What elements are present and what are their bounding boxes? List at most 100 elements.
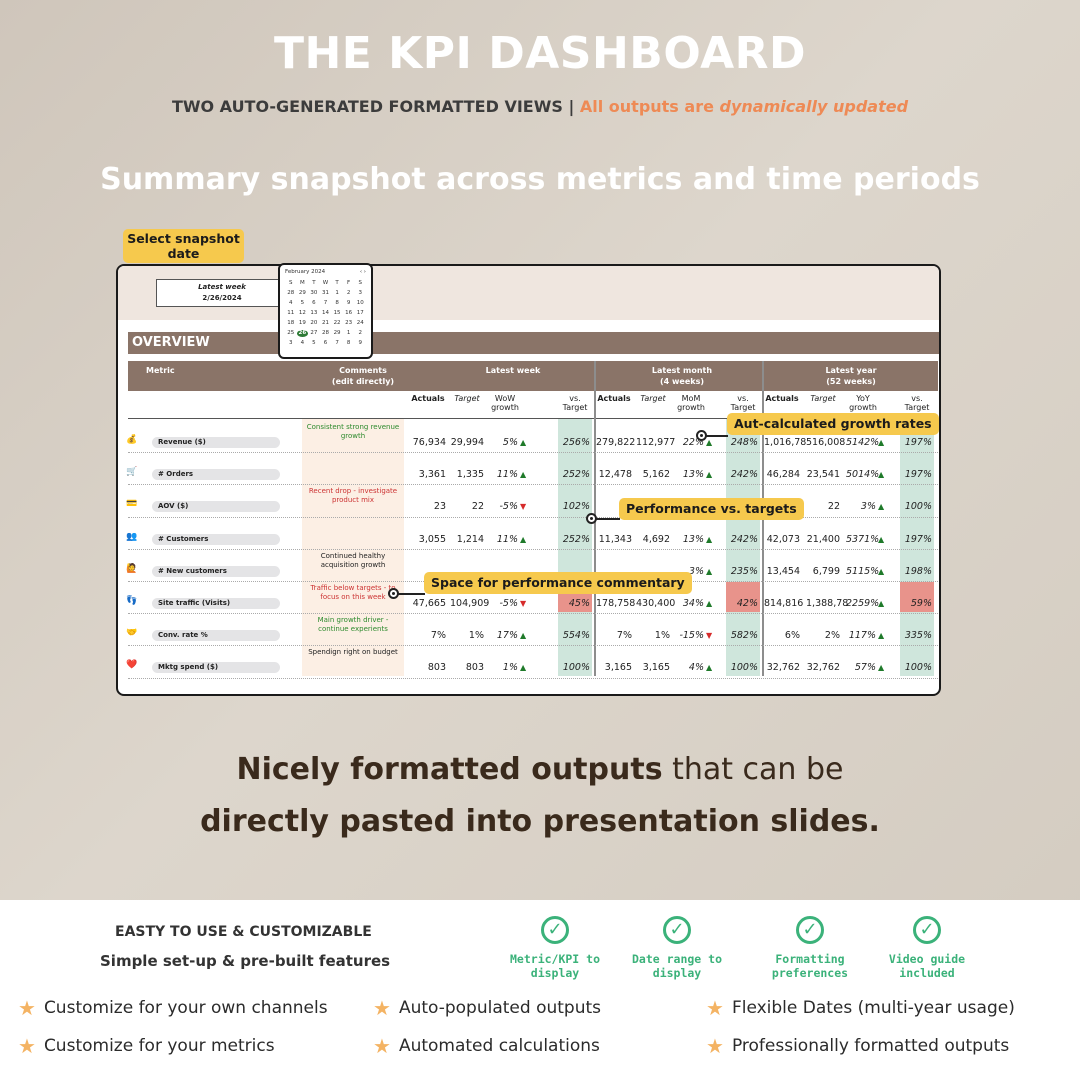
commentary-callout-dot xyxy=(388,588,399,599)
triangle-up-icon: ▲ xyxy=(706,663,713,673)
calendar-day[interactable]: 31 xyxy=(321,290,329,296)
calendar-weekday: S xyxy=(358,280,362,286)
actuals-cell: 47,665 xyxy=(412,598,446,609)
metric-icon: 👥 xyxy=(126,531,138,542)
row-divider xyxy=(128,516,938,518)
commentary-callout: Space for performance commentary xyxy=(424,572,692,594)
calendar-weekday: W xyxy=(322,280,329,286)
target-cell: 1,388,78 xyxy=(806,598,849,609)
bullet-text: Customize for your own channels xyxy=(43,998,328,1018)
actuals-cell: 6% xyxy=(784,630,800,642)
check-icon: ✓ xyxy=(663,916,691,944)
calendar-nav[interactable]: ‹ › xyxy=(359,269,366,275)
calendar-day[interactable]: 5 xyxy=(312,340,316,346)
metric-label: Site traffic (Visits) xyxy=(152,598,280,609)
date-picker-calendar[interactable]: February 2024 ‹ › S M T W T F S 28 29 30 31 1 2 3 4 5 6 7… xyxy=(278,263,373,359)
calendar-day[interactable]: 2 xyxy=(358,330,362,336)
date-selector[interactable]: Latest week 2/26/2024 xyxy=(156,279,288,307)
metric-label: Mktg spend ($) xyxy=(152,662,280,674)
calendar-day[interactable]: 25 xyxy=(287,330,295,336)
calendar-day[interactable]: 24 xyxy=(356,320,364,326)
star-icon: ★ xyxy=(373,996,391,1020)
calendar-day[interactable]: 27 xyxy=(310,330,318,336)
calendar-day[interactable]: 3 xyxy=(358,290,362,296)
growth-cell: 11% xyxy=(496,469,518,481)
check-icon: ✓ xyxy=(541,916,569,944)
metric-label: # Orders xyxy=(152,469,280,481)
date-selector-value[interactable]: 2/26/2024 xyxy=(202,294,242,302)
star-icon: ★ xyxy=(18,996,36,1020)
calendar-day[interactable]: 19 xyxy=(298,320,306,326)
calendar-day[interactable]: 20 xyxy=(310,320,318,326)
comment-cell[interactable]: Continued healthy acquisition growth xyxy=(320,551,386,569)
comment-cell[interactable]: Spendign right on budget xyxy=(308,648,398,657)
actuals-cell: 178,758 xyxy=(596,598,636,609)
vs-target-cell: 256% xyxy=(562,437,590,448)
actuals-cell: 46,284 xyxy=(766,469,800,481)
calendar-day[interactable]: 2 xyxy=(346,290,351,296)
calendar-day[interactable]: 1 xyxy=(335,290,339,296)
calendar-day[interactable]: 4 xyxy=(289,300,293,306)
snapshot-date-callout: Select snapshot date xyxy=(123,229,244,263)
calendar-day[interactable]: 7 xyxy=(335,340,339,346)
calendar-day[interactable]: 6 xyxy=(323,340,328,346)
growth-cell: -5% xyxy=(499,501,519,513)
calendar-day[interactable]: 13 xyxy=(310,310,318,316)
calendar-day[interactable]: 10 xyxy=(356,300,364,306)
calendar-day[interactable]: 26 xyxy=(296,330,309,337)
calendar-day[interactable]: 28 xyxy=(287,290,295,296)
bullet-item: ★ Customize for your metrics xyxy=(18,1034,275,1058)
calendar-day[interactable]: 17 xyxy=(356,310,364,316)
calendar-day[interactable]: 28 xyxy=(321,330,329,336)
calendar-day[interactable]: 8 xyxy=(346,340,351,346)
actuals-cell: 12,478 xyxy=(598,469,632,481)
calendar-day[interactable]: 29 xyxy=(298,290,306,296)
calendar-day[interactable]: 18 xyxy=(287,320,295,326)
calendar-day[interactable]: 11 xyxy=(287,310,295,316)
comment-cell[interactable]: Main growth driver - continue experients xyxy=(317,616,389,634)
sub-actuals-month: Actuals xyxy=(597,394,631,403)
calendar-day[interactable]: 5 xyxy=(300,300,305,306)
calendar-day[interactable]: 21 xyxy=(321,320,329,326)
calendar-day[interactable]: 8 xyxy=(335,300,339,306)
subtitle-orange-italic: dynamically updated xyxy=(719,97,909,116)
calendar-day[interactable]: 4 xyxy=(300,340,305,346)
calendar-day[interactable]: 6 xyxy=(312,300,316,306)
calendar-day[interactable]: 9 xyxy=(346,300,351,306)
calendar-day[interactable]: 1 xyxy=(346,330,351,336)
calendar-day[interactable]: 15 xyxy=(333,310,341,316)
calendar-day[interactable]: 9 xyxy=(358,340,362,346)
target-cell: 104,909 xyxy=(450,598,490,609)
calendar-day[interactable]: 23 xyxy=(345,320,353,326)
vs-target-cell: 235% xyxy=(730,565,758,577)
metric-icon: 💳 xyxy=(126,499,138,510)
growth-callout-dot xyxy=(696,430,707,441)
metric-label: # Customers xyxy=(152,533,280,545)
comment-cell[interactable]: Consistent strong revenue growth xyxy=(306,423,400,440)
tagline-line1-rest: that can be xyxy=(662,752,844,787)
sub-yoy: YoY growth xyxy=(849,394,877,412)
actuals-cell: 803 xyxy=(427,662,446,674)
calendar-day[interactable]: 29 xyxy=(333,330,341,336)
col-latest-month-sub: (4 weeks) xyxy=(660,377,704,386)
calendar-day[interactable]: 7 xyxy=(323,300,328,306)
calendar-day[interactable]: 12 xyxy=(298,310,306,316)
comment-cell[interactable]: Traffic below targets - to focus on this… xyxy=(310,584,396,601)
calendar-day[interactable]: 14 xyxy=(321,310,329,316)
feature-metric: ✓ Metric/KPI to display xyxy=(510,916,600,980)
target-cell: 803 xyxy=(465,662,484,674)
col-latest-year-sub: (52 weeks) xyxy=(826,377,876,386)
col-latest-month: Latest month xyxy=(651,366,713,375)
bullet-text: Automated calculations xyxy=(398,1036,600,1056)
growth-cell: 34% xyxy=(682,598,704,609)
target-cell: 1% xyxy=(468,630,484,642)
feature-video: ✓ Video guide included xyxy=(882,916,972,980)
actuals-cell: 3,055 xyxy=(418,533,446,545)
calendar-day[interactable]: 30 xyxy=(310,290,318,296)
calendar-day[interactable]: 3 xyxy=(289,340,293,346)
calendar-day[interactable]: 22 xyxy=(333,320,341,326)
target-cell: 29,994 xyxy=(450,437,484,448)
triangle-down-icon: ▼ xyxy=(520,502,527,512)
calendar-day[interactable]: 16 xyxy=(345,310,353,316)
comment-cell[interactable]: Recent drop - investigate product mix xyxy=(308,487,398,505)
